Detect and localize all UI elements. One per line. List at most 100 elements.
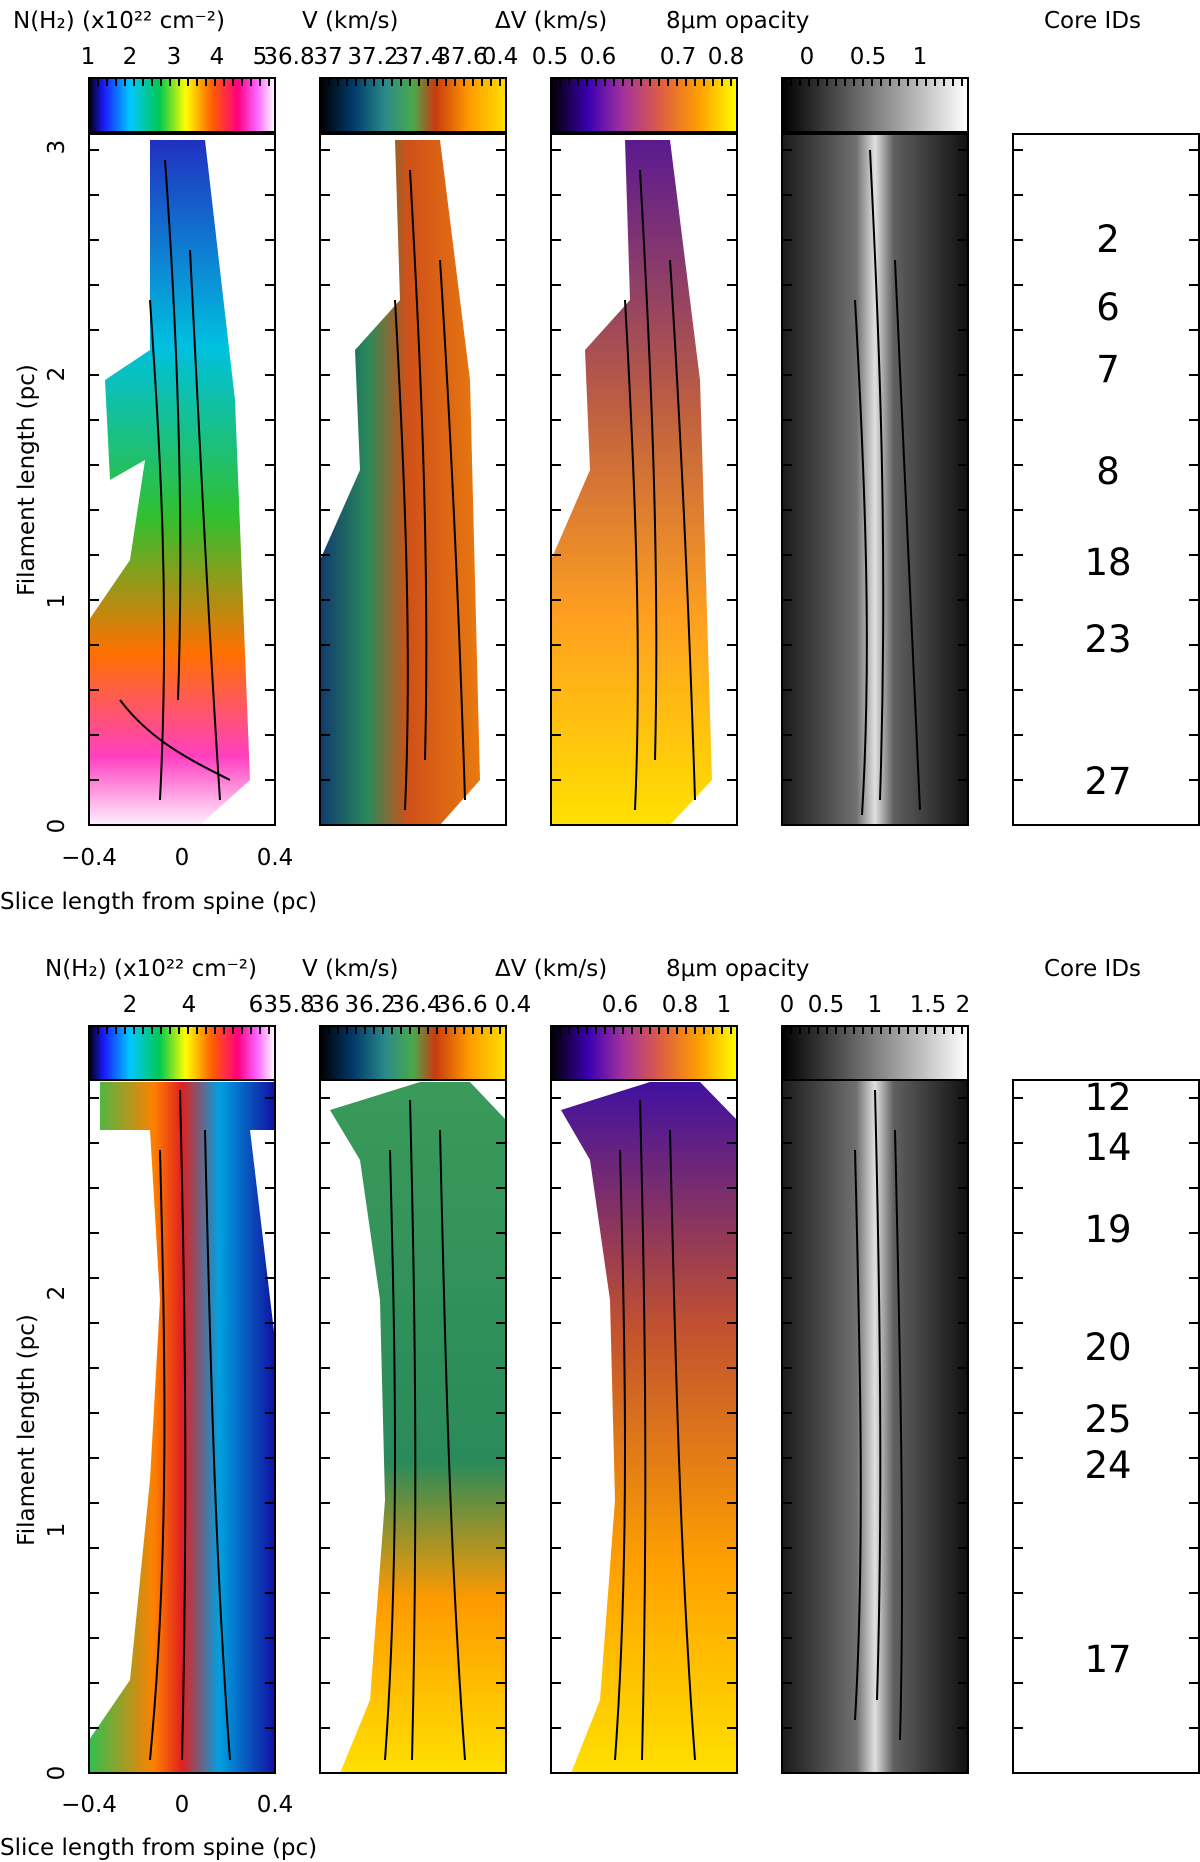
core-id: 2 [1096,218,1120,261]
core-id: 17 [1084,1638,1131,1681]
cbar-tick: 36.2 [344,992,395,1018]
y-tick: 1 [44,594,70,609]
cbar-tick: 0.5 [532,44,569,70]
core-ids-frame-top [1012,133,1200,826]
x-axis-label-bottom: Slice length from spine (pc) [0,1835,317,1861]
colorbar-opacity [781,77,969,133]
x-tick: −0.4 [61,845,117,871]
cbar-tick: 0.5 [850,44,887,70]
x-tick: 0 [175,1792,190,1818]
cbar-tick: 1 [717,992,732,1018]
map-opacity-bottom [781,1079,969,1774]
cbar-tick: 37.6 [436,44,487,70]
y-ticks-top: 0 1 2 3 [44,140,70,834]
x-tick: 0 [175,845,190,871]
colorbar-velocity [319,1025,507,1081]
title-linewidth: ΔV (km/s) [495,8,607,34]
cbar-tick: 2 [123,992,138,1018]
cbar-tick: 1.5 [910,992,947,1018]
cbar-tick: 0 [800,44,815,70]
colorbar-linewidth [550,1025,738,1081]
y-tick: 3 [44,140,70,155]
cbar-tick: 0.8 [662,992,699,1018]
core-id: 25 [1084,1398,1131,1441]
core-id: 14 [1084,1126,1131,1169]
core-id: 19 [1084,1208,1131,1251]
core-id: 8 [1096,450,1120,493]
colorbar-nh2 [88,1025,276,1081]
cbar-tick: 4 [210,44,225,70]
y-tick: 0 [44,819,70,834]
cbar-tick: 0.4 [482,44,519,70]
colorbar-linewidth [550,77,738,133]
map-linewidth-bottom [550,1079,738,1774]
title-core-ids: Core IDs [1044,956,1141,982]
colorbar-ticks-top: 1 2 3 4 5 36.8 37 37.2 37.4 37.6 0.5 0.6… [81,44,928,70]
cbar-tick: 5 [253,44,268,70]
y-axis-label-bottom: Filament length (pc) [14,1314,40,1546]
title-velocity: V (km/s) [302,956,398,982]
panel-top: N(H₂) (x10²² cm⁻²) V (km/s) ΔV (km/s) 8μ… [0,8,1200,915]
core-id: 12 [1084,1076,1131,1119]
title-linewidth: ΔV (km/s) [495,956,607,982]
map-velocity-bottom [319,1079,507,1774]
colorbar-nh2 [88,77,276,133]
cbar-tick: 36.6 [436,992,487,1018]
x-ticks-top: −0.4 0 0.4 [61,845,293,871]
map-nh2-top [88,133,276,826]
cbar-tick: 3 [167,44,182,70]
cbar-tick: 0.6 [602,992,639,1018]
y-tick: 2 [44,367,70,382]
y-tick: 1 [44,1523,70,1538]
colorbar-opacity [781,1025,969,1081]
cbar-tick: 35.8 [263,992,314,1018]
core-id: 24 [1084,1444,1131,1487]
core-id-labels-top: 2 6 7 8 18 23 27 [1084,218,1131,803]
title-nh2: N(H₂) (x10²² cm⁻²) [45,956,257,982]
cbar-tick: 1 [913,44,928,70]
axis-tick-marks [88,78,1199,1774]
map-linewidth-top [550,133,738,826]
cbar-tick: 4 [182,992,197,1018]
colorbar-ticks-bottom: 2 4 6 35.8 36 36.2 36.4 36.6 0.4 0.6 0.8… [123,992,971,1018]
cbar-tick: 36 [310,992,339,1018]
map-velocity-top [319,133,507,826]
cbar-tick: 36.8 [263,44,314,70]
core-id-labels-bottom: 12 14 19 20 25 24 17 [1084,1076,1131,1681]
title-nh2: N(H₂) (x10²² cm⁻²) [13,8,225,34]
title-velocity: V (km/s) [302,8,398,34]
core-id: 6 [1096,286,1120,329]
title-opacity: 8μm opacity [666,956,809,982]
panel-bottom: N(H₂) (x10²² cm⁻²) V (km/s) ΔV (km/s) 8μ… [0,956,1200,1861]
y-ticks-bottom: 0 1 2 [44,1286,70,1781]
cbar-tick: 37.2 [347,44,398,70]
title-core-ids: Core IDs [1044,8,1141,34]
cbar-tick: 36.4 [390,992,441,1018]
cbar-tick: 2 [123,44,138,70]
core-id: 20 [1084,1326,1131,1369]
core-id: 7 [1096,348,1120,391]
cbar-tick: 37 [313,44,342,70]
cbar-tick: 1 [81,44,96,70]
cbar-tick: 37.4 [394,44,445,70]
core-id: 27 [1084,760,1131,803]
cbar-tick: 1 [868,992,883,1018]
cbar-tick: 6 [249,992,264,1018]
cbar-tick: 0 [780,992,795,1018]
x-tick: 0.4 [257,845,294,871]
colorbar-velocity [319,77,507,133]
cbar-tick: 0.8 [708,44,745,70]
title-opacity: 8μm opacity [666,8,809,34]
cbar-tick: 0.5 [808,992,845,1018]
y-axis-label-top: Filament length (pc) [14,364,40,596]
x-tick: −0.4 [61,1792,117,1818]
core-ids-frame-bottom [1012,1079,1200,1774]
map-opacity-top [781,133,969,826]
y-tick: 0 [44,1766,70,1781]
y-tick: 2 [44,1286,70,1301]
map-nh2-bottom [88,1079,276,1774]
x-ticks-bottom: −0.4 0 0.4 [61,1792,293,1818]
x-tick: 0.4 [257,1792,294,1818]
cbar-tick: 0.6 [580,44,617,70]
